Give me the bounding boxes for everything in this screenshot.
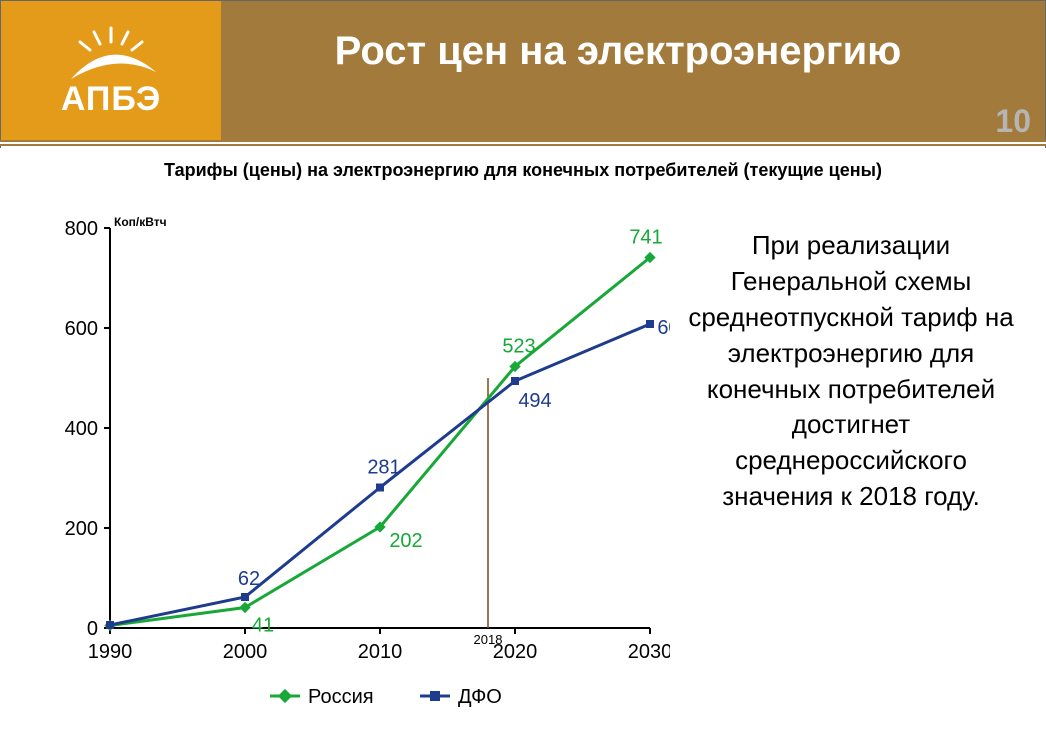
x-tick-label: 2000 xyxy=(223,641,268,663)
y-tick-label: 0 xyxy=(87,618,98,640)
legend-label: Россия xyxy=(308,686,374,708)
y-tick-label: 200 xyxy=(65,518,98,540)
y-tick-label: 800 xyxy=(65,218,98,240)
data-label: 281 xyxy=(367,457,400,479)
series-marker xyxy=(241,593,249,601)
data-label: 741 xyxy=(629,227,662,249)
x-tick-label: 2010 xyxy=(358,641,403,663)
series-marker xyxy=(376,484,384,492)
y-axis-label: Коп/кВтч xyxy=(114,215,167,229)
y-tick-label: 600 xyxy=(65,318,98,340)
marker-label-2018: 2018 xyxy=(474,632,503,647)
logo-sun-icon xyxy=(56,24,166,86)
chart-legend: Россия ДФО xyxy=(270,686,502,708)
legend-label: ДФО xyxy=(458,686,502,708)
x-tick-label: 2030 xyxy=(628,641,670,663)
series-marker xyxy=(106,621,114,629)
header-divider xyxy=(0,140,1046,146)
series-line xyxy=(110,258,650,626)
data-label: 608 xyxy=(657,317,670,339)
page-number: 10 xyxy=(995,103,1031,140)
y-tick-label: 400 xyxy=(65,418,98,440)
logo-text: АПБЭ xyxy=(61,80,161,119)
data-label: 523 xyxy=(502,336,535,358)
data-label: 41 xyxy=(252,615,274,637)
slide-header: АПБЭ Рост цен на электроэнергию 10 xyxy=(1,1,1045,141)
line-chart: Коп/кВтч02004006008001990200020102020203… xyxy=(30,208,670,748)
series-marker xyxy=(646,320,654,328)
explanatory-text: При реализации Генеральной схемы среднео… xyxy=(680,228,1022,515)
data-label: 202 xyxy=(389,530,422,552)
x-tick-label: 1990 xyxy=(88,641,133,663)
logo: АПБЭ xyxy=(1,1,221,141)
slide-title: Рост цен на электроэнергию xyxy=(261,29,975,74)
chart-title: Тарифы (цены) на электроэнергию для коне… xyxy=(0,148,1046,185)
data-label: 494 xyxy=(518,390,551,412)
slide-body: Тарифы (цены) на электроэнергию для коне… xyxy=(0,148,1046,724)
series-marker xyxy=(511,377,519,385)
data-label: 62 xyxy=(238,568,260,590)
